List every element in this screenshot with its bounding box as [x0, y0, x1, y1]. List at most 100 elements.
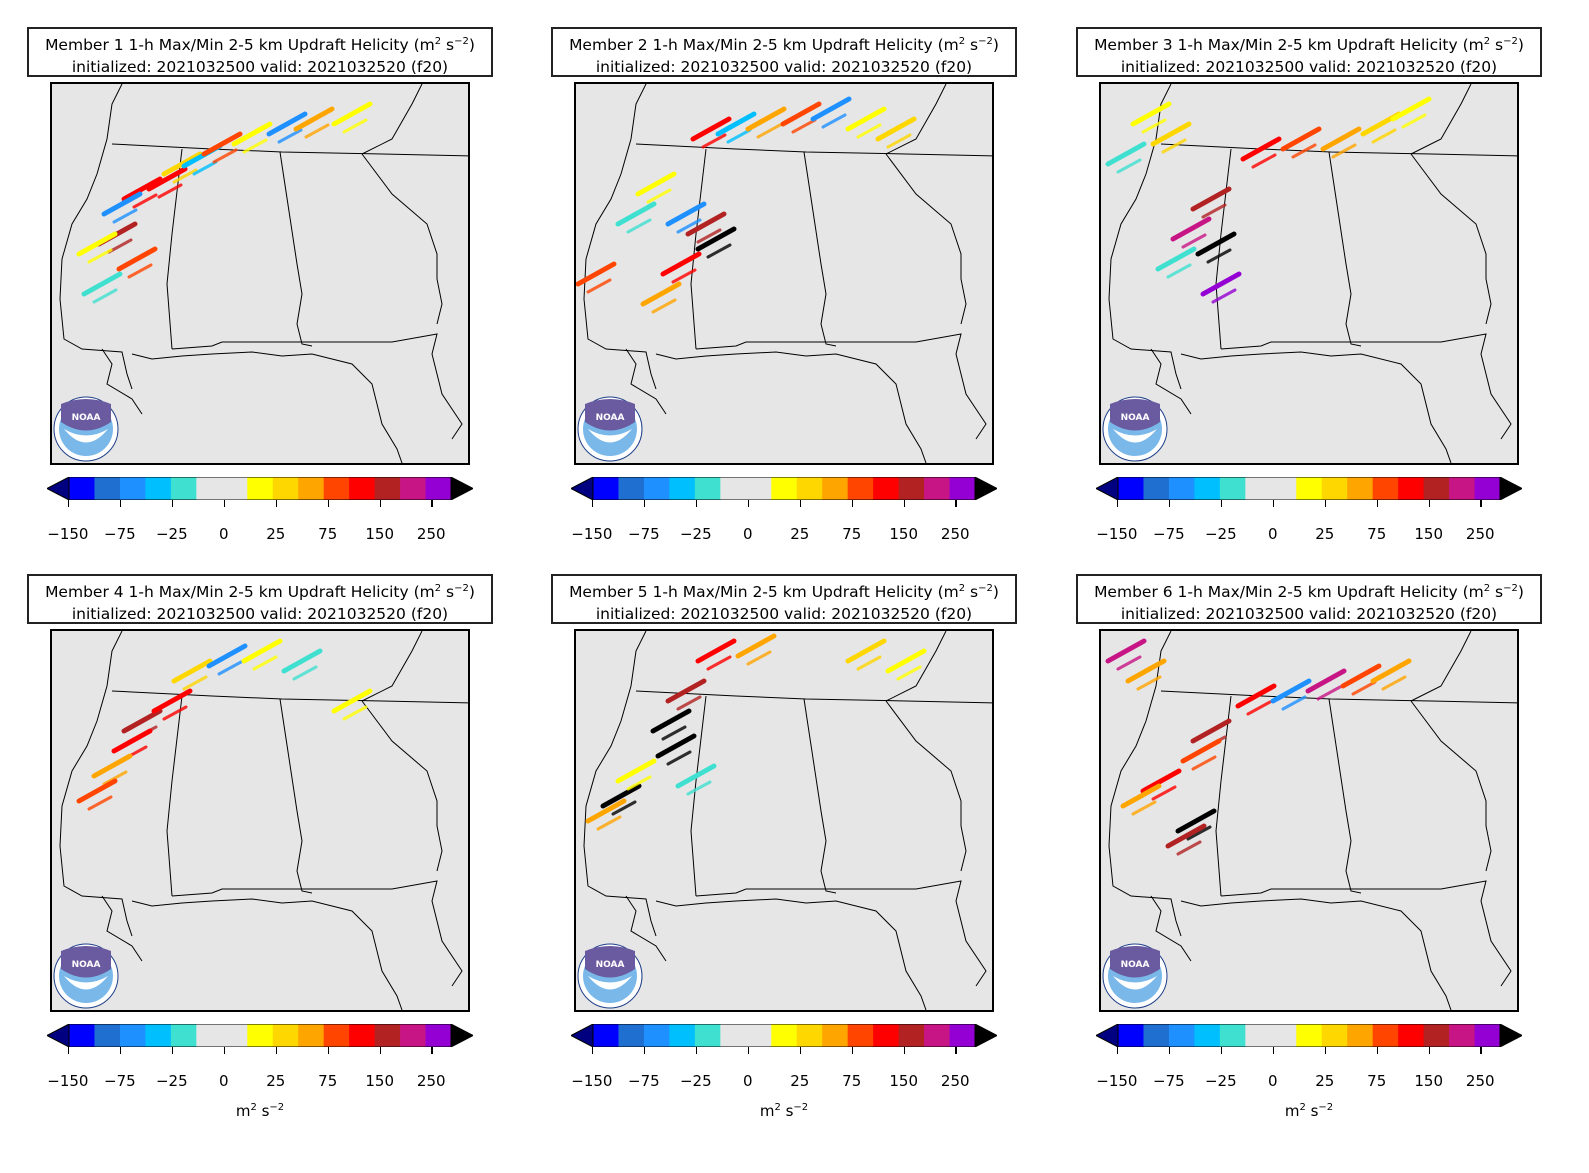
helicity-swath	[1150, 121, 1192, 147]
helicity-swath	[1116, 158, 1142, 174]
colorbar-tick	[119, 1047, 122, 1054]
colorbar-tick-label: −75	[1153, 525, 1185, 543]
helicity-swath	[1401, 113, 1427, 129]
helicity-swath	[107, 238, 133, 254]
member-label: Member 1	[45, 36, 124, 55]
colorbar-tick	[591, 500, 594, 507]
helicity-swath	[1351, 680, 1377, 696]
colorbar-tick-label: −75	[1153, 1072, 1185, 1090]
helicity-swath	[821, 113, 847, 129]
helicity-swath	[600, 783, 642, 809]
helicity-swath	[87, 795, 113, 811]
helicity-swath	[241, 638, 283, 664]
helicity-swath	[756, 123, 782, 139]
colorbar-units: m2 s−2	[1284, 1102, 1334, 1120]
helicity-swath	[885, 648, 927, 674]
helicity-swath	[242, 138, 268, 154]
helicity-swath	[1155, 246, 1197, 272]
helicity-swath	[121, 176, 163, 202]
helicity-swath	[875, 116, 917, 142]
colorbar-tick-label: 250	[416, 1072, 446, 1090]
colorbar-tick	[171, 1047, 174, 1054]
colorbar-tick	[119, 500, 122, 507]
colorbar-tick-label: 75	[1367, 525, 1387, 543]
helicity-swath	[1190, 186, 1232, 212]
colorbar-tick-label: −25	[155, 1072, 188, 1090]
colorbar-tick	[695, 500, 698, 507]
helicity-swath	[162, 705, 188, 721]
colorbar-tick-label: 250	[1465, 1072, 1495, 1090]
helicity-swath	[690, 116, 732, 142]
helicity-swath	[661, 725, 687, 741]
helicity-swath	[292, 665, 318, 681]
svg-text:NOAA: NOAA	[72, 960, 101, 970]
map-area: NOAA	[50, 629, 470, 1012]
helicity-swath	[666, 750, 692, 766]
swath-layer	[1105, 96, 1432, 304]
helicity-swath	[1281, 695, 1307, 711]
helicity-swath	[676, 695, 702, 711]
helicity-swath	[1200, 271, 1242, 297]
colorbar-tick	[643, 500, 646, 507]
helicity-swath	[304, 123, 330, 139]
panel-title: Member 4 1-h Max/Min 2-5 km Updraft Heli…	[27, 574, 493, 624]
helicity-swath	[635, 171, 677, 197]
colorbar-tick-label: 150	[889, 525, 919, 543]
helicity-swath	[611, 800, 637, 816]
helicity-swath	[686, 780, 712, 796]
helicity-swath	[655, 733, 697, 759]
map-panel: Member 6 1-h Max/Min 2-5 km Updraft Heli…	[1076, 572, 1576, 1132]
colorbar-tick	[747, 1047, 750, 1054]
helicity-swath	[1170, 216, 1212, 242]
helicity-swath	[342, 705, 368, 721]
helicity-swath	[1175, 808, 1217, 834]
helicity-swath	[1251, 153, 1277, 169]
helicity-swath	[192, 160, 218, 176]
helicity-swath	[845, 638, 887, 664]
svg-text:NOAA: NOAA	[1121, 413, 1150, 423]
helicity-swath	[1105, 638, 1147, 664]
helicity-swath	[696, 228, 722, 244]
helicity-swath	[1305, 668, 1347, 694]
colorbar-tick	[1428, 1047, 1431, 1054]
helicity-swath	[266, 111, 308, 137]
colorbar-tick-label: 75	[842, 1072, 862, 1090]
colorbar-tick	[1324, 500, 1327, 507]
helicity-swath	[1211, 288, 1237, 304]
colorbar-tick	[747, 500, 750, 507]
colorbar-tick-label: −150	[571, 1072, 613, 1090]
helicity-swath	[293, 106, 335, 132]
helicity-swath	[706, 655, 732, 671]
helicity-swath	[1195, 231, 1237, 257]
panel-title: Member 5 1-h Max/Min 2-5 km Updraft Heli…	[551, 574, 1017, 624]
helicity-swath	[111, 728, 153, 754]
colorbar-tick	[851, 1047, 854, 1054]
noaa-logo: NOAA	[1102, 396, 1168, 462]
colorbar-tick-label: −75	[628, 1072, 660, 1090]
colorbar-tick-label: 75	[318, 525, 338, 543]
colorbar-tick-label: 25	[266, 525, 286, 543]
colorbar-tick	[1480, 500, 1482, 507]
helicity-swath	[127, 263, 153, 279]
helicity-swath	[856, 655, 882, 671]
colorbar-tick-label: −150	[571, 525, 613, 543]
helicity-swath	[1206, 248, 1232, 264]
init-valid-line: initialized: 2021032500 valid: 202103252…	[1120, 58, 1498, 77]
helicity-swath	[87, 248, 113, 264]
helicity-swath	[845, 106, 887, 132]
member-label: Member 3	[1094, 36, 1173, 55]
helicity-swath	[1191, 755, 1217, 771]
colorbar-tick	[327, 1047, 330, 1054]
helicity-swath	[76, 778, 118, 804]
colorbar-tick	[1220, 1047, 1223, 1054]
state-borders	[59, 631, 468, 1010]
colorbar-tick	[955, 500, 957, 507]
colorbar-tick-label: −150	[1096, 525, 1138, 543]
colorbar-tick	[67, 1047, 70, 1054]
helicity-swath	[665, 201, 707, 227]
helicity-swath	[626, 775, 652, 791]
colorbar-tick-label: 150	[1414, 1072, 1444, 1090]
helicity-swath	[1136, 675, 1162, 691]
colorbar-tick	[1220, 500, 1223, 507]
colorbar	[1094, 1023, 1524, 1048]
